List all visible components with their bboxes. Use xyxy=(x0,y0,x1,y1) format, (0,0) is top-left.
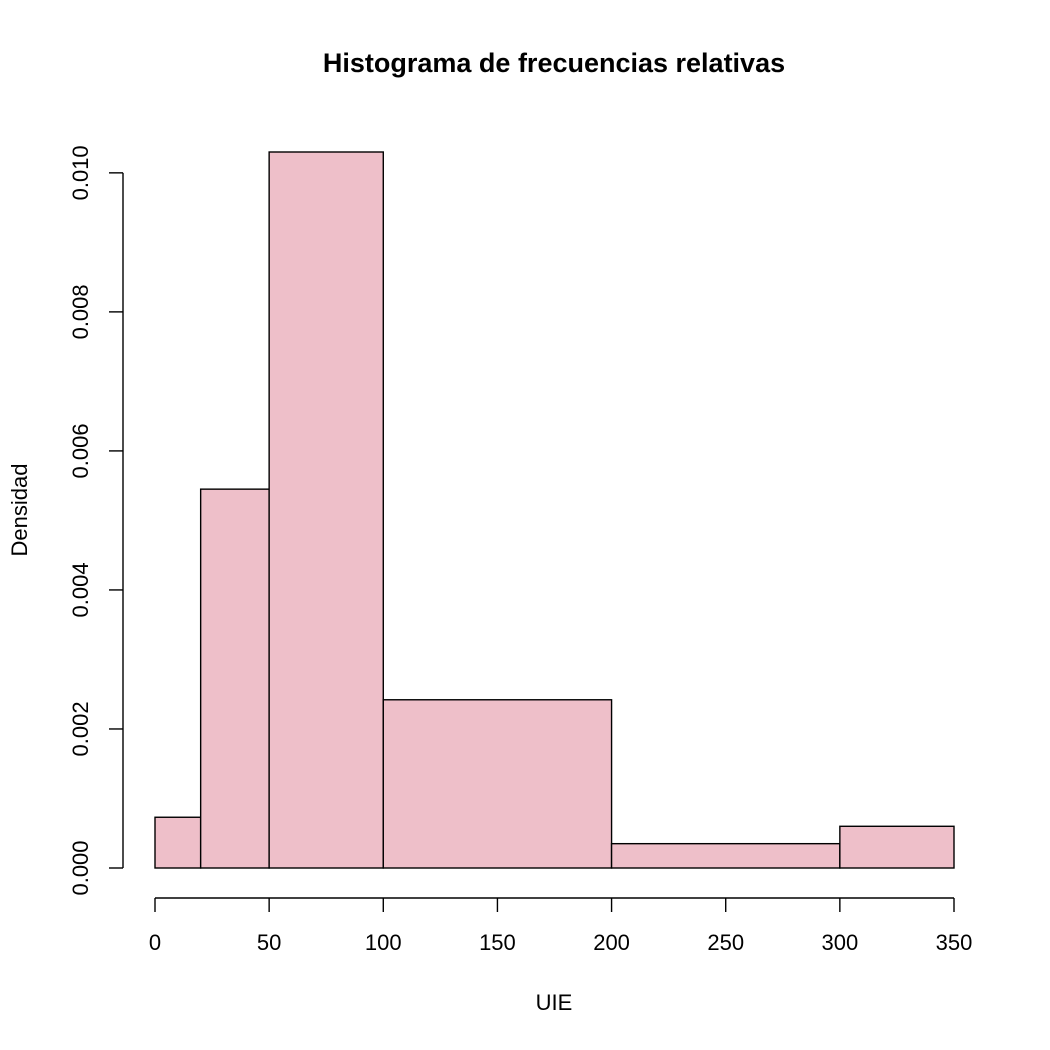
x-tick-label: 100 xyxy=(365,930,402,955)
y-tick-label: 0.004 xyxy=(68,562,93,617)
x-axis-label: UIE xyxy=(536,990,573,1015)
x-tick-label: 150 xyxy=(479,930,516,955)
x-tick-label: 200 xyxy=(593,930,630,955)
y-tick-label: 0.006 xyxy=(68,423,93,478)
histogram-bar-0-20 xyxy=(154,816,202,869)
histogram-bar-300-350 xyxy=(839,825,955,869)
chart-title: Histograma de frecuencias relativas xyxy=(323,48,785,78)
histogram-bar-100-200 xyxy=(382,699,613,869)
y-tick-label: 0.008 xyxy=(68,284,93,339)
x-tick-label: 300 xyxy=(821,930,858,955)
y-tick-label: 0.002 xyxy=(68,701,93,756)
y-tick-label: 0.000 xyxy=(68,840,93,895)
y-tick-label: 0.010 xyxy=(68,145,93,200)
x-tick-label: 50 xyxy=(257,930,281,955)
y-axis-label: Densidad xyxy=(7,464,32,557)
bars-group xyxy=(154,151,955,869)
x-tick-label: 350 xyxy=(936,930,973,955)
histogram-bar-20-50 xyxy=(199,488,270,869)
y-axis: 0.000 0.002 0.004 0.006 0.008 0.010 xyxy=(68,145,124,896)
x-axis: 0 50 100 150 200 250 300 350 xyxy=(149,897,973,955)
x-tick-label: 250 xyxy=(707,930,744,955)
histogram-bar-50-100 xyxy=(268,151,384,869)
histogram-bar-200-300 xyxy=(610,842,841,869)
x-tick-label: 0 xyxy=(149,930,161,955)
